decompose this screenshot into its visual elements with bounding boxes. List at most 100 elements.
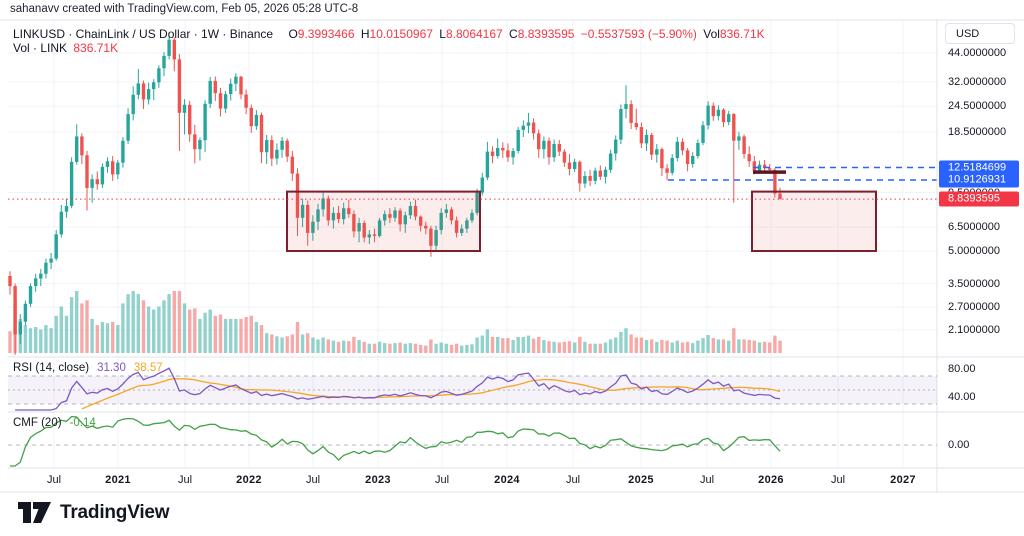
volume-bar xyxy=(326,339,330,353)
volume-bar xyxy=(501,338,505,353)
candle-body xyxy=(526,122,531,126)
volume-bar xyxy=(377,341,382,353)
candle-body xyxy=(562,151,567,163)
volume-bar xyxy=(531,338,536,353)
candle-body xyxy=(460,228,464,233)
volume-bar xyxy=(157,306,161,353)
time-axis-label: Jul xyxy=(830,474,846,486)
candle-body xyxy=(762,164,767,169)
time-axis-label: 2026 xyxy=(758,474,784,486)
candle-body xyxy=(434,230,438,246)
candle-body xyxy=(311,221,315,233)
volume-bar xyxy=(747,340,751,353)
candle-body xyxy=(75,136,79,162)
candle-body xyxy=(8,276,12,287)
time-axis-label: Jul xyxy=(699,474,715,486)
candle-body xyxy=(701,125,705,143)
volume-bar xyxy=(624,328,628,353)
candle-body xyxy=(573,161,577,169)
volume-bar xyxy=(239,318,243,353)
candle-body xyxy=(475,192,479,213)
candle-body xyxy=(711,105,715,117)
volume-bar xyxy=(300,334,305,353)
price-tag: 8.8393595 xyxy=(939,191,1019,207)
candle-body xyxy=(567,162,572,169)
candle-body xyxy=(516,129,520,151)
candle-body xyxy=(34,278,38,287)
drawn-price-box[interactable] xyxy=(286,190,481,253)
volume-bar xyxy=(660,340,664,353)
candle-body xyxy=(49,258,53,263)
volume-bar xyxy=(203,312,207,353)
volume-bar xyxy=(321,337,325,353)
candle-body xyxy=(193,134,197,150)
cmf-legend[interactable]: CMF (20) -0.14 xyxy=(13,417,96,429)
volume-bar xyxy=(419,344,423,353)
tradingview-logo[interactable]: TradingView xyxy=(18,502,170,524)
volume-bar xyxy=(177,291,182,353)
volume-bar xyxy=(290,334,294,353)
volume-bar xyxy=(280,337,284,353)
time-axis-label: Jul xyxy=(46,474,62,486)
candle-body xyxy=(254,114,259,127)
volume-bar xyxy=(136,294,140,353)
candle-body xyxy=(157,68,161,83)
volume-bar xyxy=(64,315,69,353)
volume-bar xyxy=(306,333,310,353)
symbol-legend[interactable]: LINKUSD · ChainLink / US Dollar · 1W · B… xyxy=(13,27,768,41)
volume-bar xyxy=(408,343,413,353)
volume-bar xyxy=(146,306,151,353)
volume-bar xyxy=(547,341,551,353)
rsi-scale-tick: 40.00 xyxy=(948,391,976,403)
volume-bar xyxy=(393,343,397,353)
candle-body xyxy=(542,140,546,150)
price-tick: 24.5000000 xyxy=(948,100,1007,113)
volume-bar xyxy=(28,328,33,353)
volume-bar xyxy=(59,306,63,353)
volume-bar xyxy=(573,342,577,353)
volume-bar xyxy=(762,341,767,353)
volume-bar xyxy=(347,341,351,353)
rsi-ma-line xyxy=(81,378,781,410)
candle-body xyxy=(588,176,592,181)
candle-body xyxy=(372,234,377,236)
volume-bar xyxy=(562,341,567,353)
price-tag: 10.9126931 xyxy=(939,172,1019,188)
volume-bar xyxy=(388,343,392,353)
candle-body xyxy=(773,169,777,194)
volume-bar xyxy=(655,341,659,353)
volume-bar xyxy=(265,333,269,353)
price-tick: 44.0000000 xyxy=(948,47,1007,59)
volume-bar xyxy=(480,335,484,353)
candle-body xyxy=(177,59,182,113)
candle-body xyxy=(424,225,428,229)
candle-body xyxy=(270,140,274,159)
volume-bar xyxy=(773,335,777,353)
candle-body xyxy=(352,214,356,232)
volume-bar xyxy=(537,336,541,353)
volume-bar xyxy=(54,315,58,353)
volume-bar xyxy=(352,336,356,353)
drawn-price-box[interactable] xyxy=(751,190,877,253)
candle-body xyxy=(295,173,300,218)
vol-value: 836.71K xyxy=(719,27,765,41)
candle-body xyxy=(598,170,602,177)
candle-body xyxy=(501,148,505,151)
volume-bar xyxy=(316,339,320,353)
volume-legend[interactable]: Vol · LINK 836.71K xyxy=(13,41,121,55)
currency-toggle-button[interactable]: USD xyxy=(945,23,1015,44)
candle-body xyxy=(259,114,264,153)
candle-body xyxy=(716,109,721,117)
candle-body xyxy=(39,273,43,279)
volume-bar xyxy=(521,336,525,353)
volume-bar xyxy=(685,341,690,353)
price-tick: 5.0000000 xyxy=(948,245,1000,257)
candle-body xyxy=(239,76,243,95)
candle-body xyxy=(691,156,695,164)
volume-bar xyxy=(644,340,649,353)
volume-bar xyxy=(460,345,464,353)
rsi-legend[interactable]: RSI (14, close) 31.30 38.57 xyxy=(13,362,163,374)
time-axis-label: 2021 xyxy=(105,474,131,486)
candle-body xyxy=(336,212,341,220)
